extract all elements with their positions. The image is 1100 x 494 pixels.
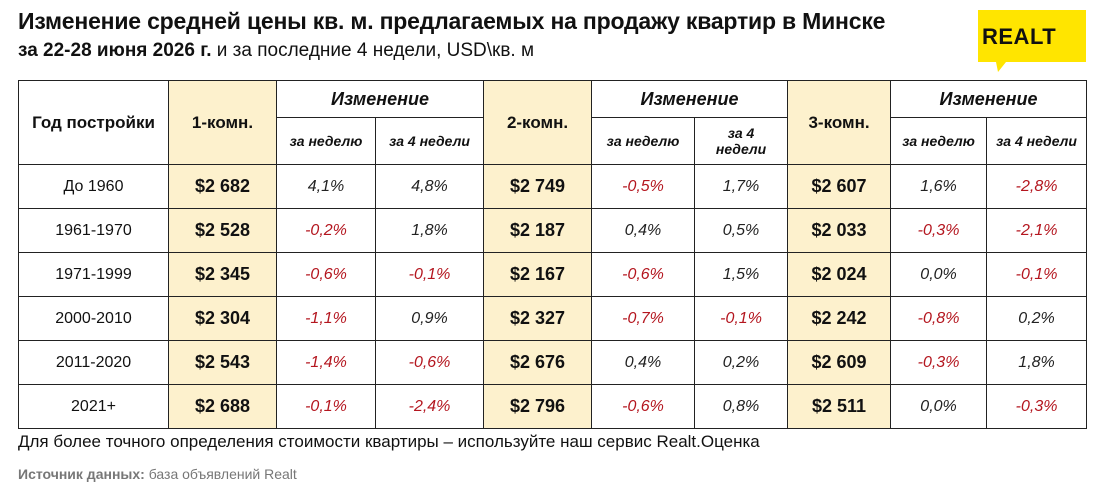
cell-week-2: -0,5% <box>591 164 696 209</box>
cell-price-1: $2 543 <box>168 340 277 385</box>
cell-4weeks-3: -2,8% <box>986 164 1088 209</box>
cell-week-1: -1,1% <box>276 296 376 341</box>
cell-price-3: $2 511 <box>787 384 892 429</box>
cell-4weeks-1: 4,8% <box>374 164 485 209</box>
price-table: Год постройки 1-комн. Изменение 2-комн. … <box>18 80 1088 429</box>
cell-4weeks-1: 0,9% <box>374 296 485 341</box>
cell-week-1: -0,1% <box>276 384 376 429</box>
cell-week-1: -0,2% <box>276 208 376 253</box>
header-room1: 1-комн. <box>168 80 277 165</box>
cell-price-3: $2 607 <box>787 164 892 209</box>
cell-price-3: $2 242 <box>787 296 892 341</box>
subtitle-rest: и за последние 4 недели, USD\кв. м <box>211 40 535 61</box>
cell-year: 2000-2010 <box>18 296 169 341</box>
header-4weeks-1: за 4 недели <box>374 117 485 165</box>
cell-year: 2011-2020 <box>18 340 169 385</box>
cell-price-2: $2 749 <box>483 164 593 209</box>
cell-week-2: 0,4% <box>591 340 696 385</box>
cell-price-1: $2 345 <box>168 252 277 297</box>
cell-year: 2021+ <box>18 384 169 429</box>
cell-4weeks-1: -2,4% <box>374 384 485 429</box>
cell-price-2: $2 327 <box>483 296 593 341</box>
header-change-3: Изменение <box>890 80 1088 118</box>
header-4weeks-2: за 4 недели <box>694 117 789 165</box>
cell-4weeks-3: -0,1% <box>986 252 1088 297</box>
realt-logo: REALT <box>978 10 1086 72</box>
cell-4weeks-3: 0,2% <box>986 296 1088 341</box>
cell-week-3: -0,3% <box>890 340 988 385</box>
cell-4weeks-1: 1,8% <box>374 208 485 253</box>
cell-4weeks-2: 1,5% <box>694 252 789 297</box>
cell-week-3: 1,6% <box>890 164 988 209</box>
cell-price-1: $2 304 <box>168 296 277 341</box>
source-label: Источник данных: <box>18 466 145 482</box>
cell-week-3: -0,8% <box>890 296 988 341</box>
cell-price-1: $2 682 <box>168 164 277 209</box>
table-row: 2021+ $2 688 -0,1% -2,4% $2 796 -0,6% 0,8% $2 5… <box>18 384 1088 429</box>
cell-price-2: $2 167 <box>483 252 593 297</box>
cell-price-3: $2 024 <box>787 252 892 297</box>
header-change-1: Изменение <box>275 80 485 118</box>
cell-price-2: $2 187 <box>483 208 593 253</box>
cell-week-2: -0,6% <box>591 384 696 429</box>
cell-week-2: -0,6% <box>591 252 696 297</box>
chart-subtitle: за 22-28 июня 2026 г. и за последние 4 н… <box>18 40 534 62</box>
header-year: Год постройки <box>18 80 169 165</box>
footer-source: Источник данных: база объявлений Realt <box>18 466 297 482</box>
cell-price-1: $2 528 <box>168 208 277 253</box>
cell-4weeks-3: -0,3% <box>986 384 1088 429</box>
logo-shape-icon <box>978 10 1086 72</box>
header-week-2: за неделю <box>591 117 696 165</box>
cell-4weeks-1: -0,1% <box>374 252 485 297</box>
cell-price-2: $2 676 <box>483 340 593 385</box>
cell-price-3: $2 609 <box>787 340 892 385</box>
cell-4weeks-2: 0,2% <box>694 340 789 385</box>
cell-price-1: $2 688 <box>168 384 277 429</box>
cell-year: До 1960 <box>18 164 169 209</box>
cell-week-3: 0,0% <box>890 252 988 297</box>
cell-week-2: 0,4% <box>591 208 696 253</box>
header-week-1: за неделю <box>276 117 376 165</box>
header-room3: 3-комн. <box>787 80 892 165</box>
table-row: До 1960 $2 682 4,1% 4,8% $2 749 -0,5% 1,7% $2 6… <box>18 164 1088 209</box>
subtitle-period: за 22-28 июня 2026 г. <box>18 40 212 61</box>
cell-week-1: -1,4% <box>276 340 376 385</box>
table-row: 2000-2010 $2 304 -1,1% 0,9% $2 327 -0,7% -0,1%… <box>18 296 1088 341</box>
table-row: 2011-2020 $2 543 -1,4% -0,6% $2 676 0,4% 0,2% $… <box>18 340 1088 385</box>
cell-4weeks-3: -2,1% <box>986 208 1088 253</box>
cell-4weeks-2: 1,7% <box>694 164 789 209</box>
cell-year: 1971-1999 <box>18 252 169 297</box>
cell-week-1: 4,1% <box>276 164 376 209</box>
header-week-3: за неделю <box>890 117 988 165</box>
cell-4weeks-1: -0,6% <box>374 340 485 385</box>
table-body: До 1960 $2 682 4,1% 4,8% $2 749 -0,5% 1,7% $2 6… <box>18 164 1088 429</box>
cell-4weeks-2: 0,5% <box>694 208 789 253</box>
cell-year: 1961-1970 <box>18 208 169 253</box>
cell-price-2: $2 796 <box>483 384 593 429</box>
logo-text: REALT <box>982 24 1057 49</box>
cell-4weeks-2: -0,1% <box>694 296 789 341</box>
cell-week-3: -0,3% <box>890 208 988 253</box>
cell-week-3: 0,0% <box>890 384 988 429</box>
cell-price-3: $2 033 <box>787 208 892 253</box>
table-row: 1971-1999 $2 345 -0,6% -0,1% $2 167 -0,6% 1,5%… <box>18 252 1088 297</box>
source-value: база объявлений Realt <box>144 466 297 482</box>
table-row: 1961-1970 $2 528 -0,2% 1,8% $2 187 0,4% 0,5% $2… <box>18 208 1088 253</box>
header-change-2: Изменение <box>591 80 789 118</box>
cell-week-1: -0,6% <box>276 252 376 297</box>
cell-4weeks-3: 1,8% <box>986 340 1088 385</box>
cell-week-2: -0,7% <box>591 296 696 341</box>
header-room2: 2-комн. <box>483 80 593 165</box>
header-4weeks-3: за 4 недели <box>986 117 1088 165</box>
cell-4weeks-2: 0,8% <box>694 384 789 429</box>
footer-note: Для более точного определения стоимости … <box>18 432 760 451</box>
chart-title: Изменение средней цены кв. м. предлагаем… <box>18 8 886 34</box>
